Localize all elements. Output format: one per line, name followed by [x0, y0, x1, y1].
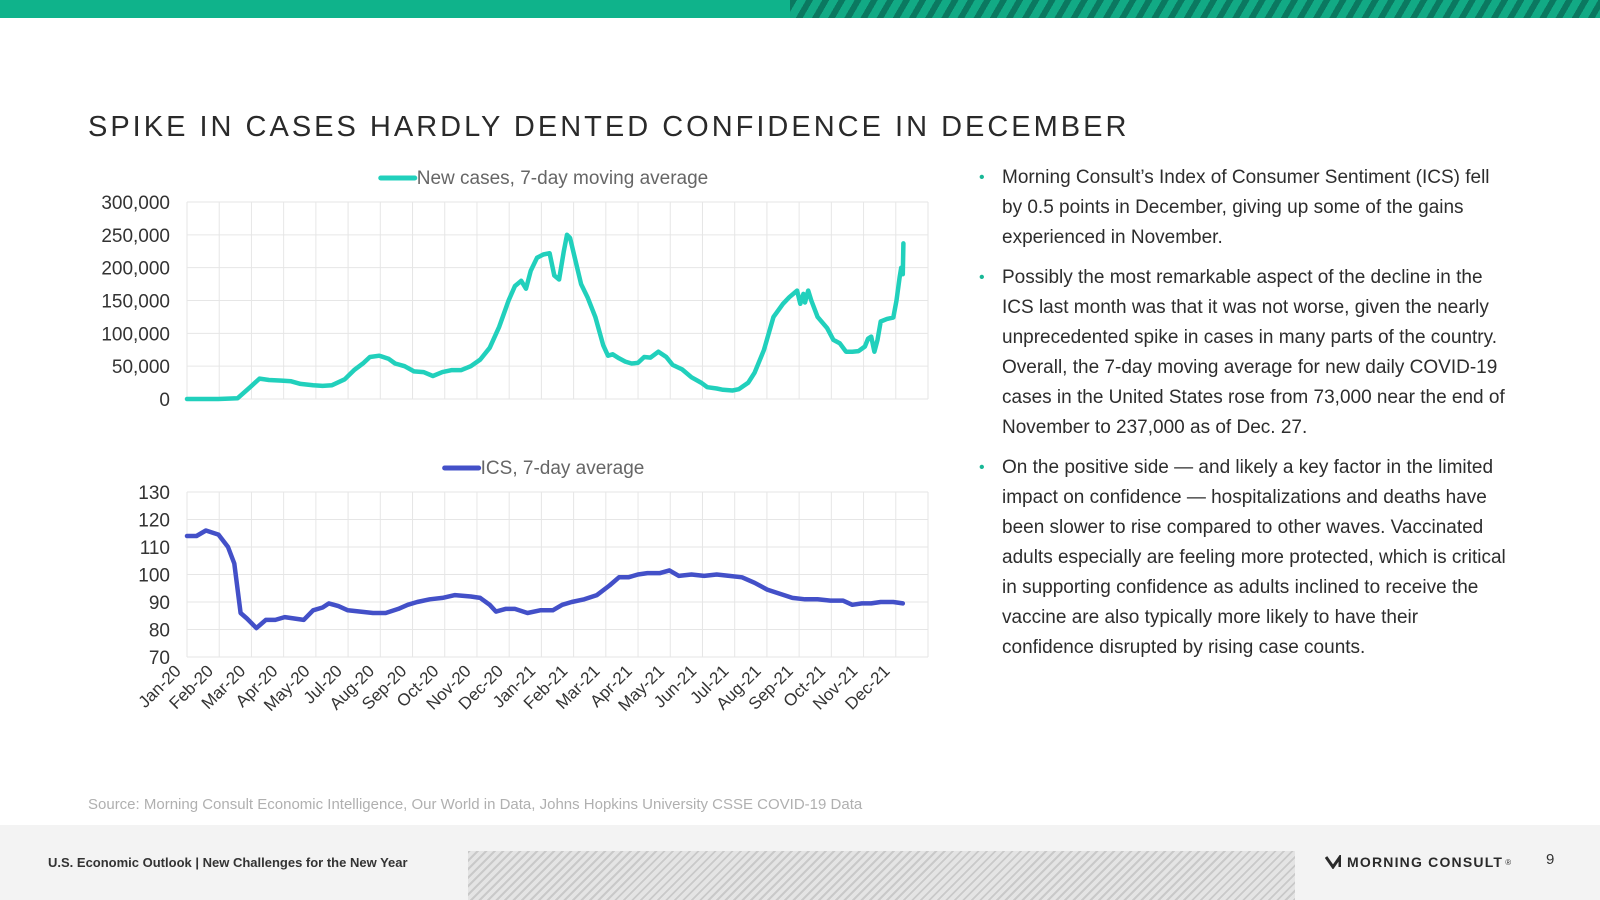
bullet-text: Possibly the most remarkable aspect of t… [1002, 267, 1505, 438]
logo-mark-icon [1325, 855, 1341, 869]
footer-title: U.S. Economic Outlook | New Challenges f… [48, 855, 408, 870]
ics-line [184, 528, 906, 631]
y-tick-label: 130 [138, 483, 170, 504]
legend-label: New cases, 7-day moving average [417, 168, 708, 189]
y-tick-label: 90 [149, 593, 170, 614]
legend: New cases, 7-day moving average [378, 168, 708, 189]
y-tick-label: 200,000 [101, 259, 170, 280]
y-tick-label: 70 [149, 648, 170, 669]
page-number: 9 [1546, 851, 1555, 868]
bullet-text: Morning Consult’s Index of Consumer Sent… [1002, 167, 1490, 248]
footer: U.S. Economic Outlook | New Challenges f… [0, 825, 1600, 900]
y-tick-label: 100 [138, 566, 170, 587]
chart-1: 0 50,000 100,000 150,000 200,000 250,000 300,0… [101, 168, 929, 411]
y-tick-label: 150,000 [101, 292, 170, 313]
legend: ICS, 7-day average [442, 458, 645, 479]
top-bar-pattern [790, 0, 1600, 18]
y-tick-label: 50,000 [112, 357, 170, 378]
bullet-dot-icon: • [979, 269, 985, 286]
logo-trademark: ® [1505, 857, 1512, 867]
bullet-item: • Possibly the most remarkable aspect of… [975, 263, 1510, 443]
y-tick-label: 100,000 [101, 324, 170, 345]
morning-consult-logo: MORNING CONSULT ® [1325, 852, 1511, 872]
source-note: Source: Morning Consult Economic Intelli… [88, 796, 863, 813]
bullet-list: • Morning Consult’s Index of Consumer Se… [975, 163, 1510, 673]
bullet-text: On the positive side — and likely a key … [1002, 457, 1506, 658]
charts-area: 0 50,000 100,000 150,000 200,000 250,000 300,0… [101, 168, 929, 715]
top-accent-bar [0, 0, 1600, 18]
new-cases-line [184, 232, 906, 402]
footer-pattern [468, 851, 1295, 900]
y-tick-label: 80 [149, 621, 170, 642]
y-tick-label: 120 [138, 511, 170, 532]
y-tick-label: 250,000 [101, 226, 170, 247]
bullet-dot-icon: • [979, 169, 985, 186]
bullet-item: • Morning Consult’s Index of Consumer Se… [975, 163, 1510, 253]
y-tick-label: 110 [140, 538, 170, 559]
y-tick-label: 0 [159, 390, 170, 411]
logo-text: MORNING CONSULT [1347, 854, 1504, 870]
y-tick-label: 300,000 [101, 193, 170, 214]
page-title: SPIKE IN CASES HARDLY DENTED CONFIDENCE … [88, 111, 1130, 144]
bullet-item: • On the positive side — and likely a ke… [975, 453, 1510, 663]
legend-label: ICS, 7-day average [481, 458, 645, 479]
bullet-dot-icon: • [979, 459, 985, 476]
